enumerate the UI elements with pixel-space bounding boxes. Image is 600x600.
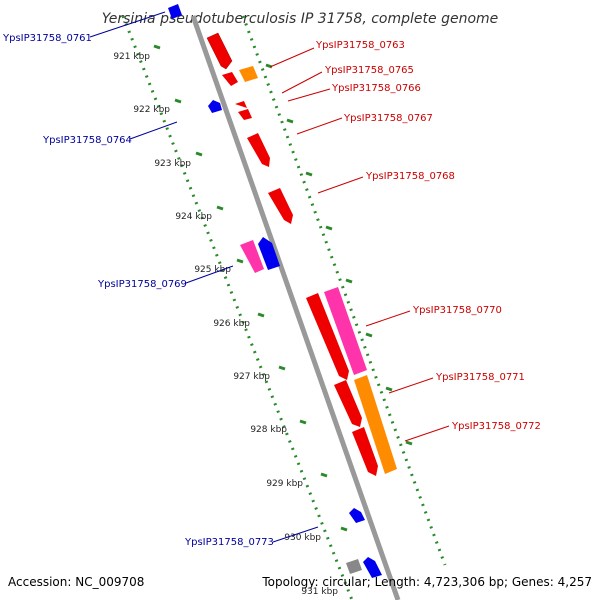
gene-label[interactable]: YpsIP31758_0770 bbox=[412, 305, 502, 316]
label-leader-lines bbox=[89, 11, 450, 543]
reverse-strand-genes bbox=[168, 4, 382, 578]
tick-label: 925 kbp bbox=[194, 265, 231, 275]
tick-mark bbox=[345, 278, 353, 284]
accession-text: Accession: NC_009708 bbox=[8, 575, 144, 589]
gene-arrow[interactable] bbox=[168, 4, 182, 19]
gene-arrow[interactable] bbox=[222, 72, 238, 86]
gene-arrow[interactable] bbox=[306, 293, 349, 380]
tick-mark bbox=[385, 386, 393, 392]
genome-backbone bbox=[190, 15, 401, 600]
tick-mark bbox=[320, 472, 328, 478]
tick-label: 931 kbp bbox=[301, 587, 338, 597]
genome-summary-text: Topology: circular; Length: 4,723,306 bp… bbox=[261, 575, 592, 589]
gene-arrow[interactable] bbox=[349, 508, 365, 523]
gene-label[interactable]: YpsIP31758_0771 bbox=[435, 372, 525, 383]
gene-arrow[interactable] bbox=[235, 101, 247, 108]
gene-label[interactable]: YpsIP31758_0768 bbox=[365, 171, 455, 182]
gene-arrow[interactable] bbox=[206, 32, 233, 70]
tick-label: 928 kbp bbox=[250, 425, 287, 435]
tick-label: 922 kbp bbox=[133, 105, 170, 115]
gene-arrow[interactable] bbox=[258, 237, 280, 270]
gene-label[interactable]: YpsIP31758_0766 bbox=[331, 83, 421, 94]
tick-label: 927 kbp bbox=[233, 372, 270, 382]
tick-mark bbox=[153, 44, 161, 50]
tick-mark bbox=[236, 258, 244, 264]
gene-label[interactable]: YpsIP31758_0763 bbox=[315, 40, 405, 51]
gene-arrow[interactable] bbox=[247, 133, 270, 167]
tick-label: 923 kbp bbox=[154, 159, 191, 169]
gene-arrow[interactable] bbox=[238, 109, 252, 120]
tick-mark bbox=[257, 312, 265, 318]
gene-label[interactable]: YpsIP31758_0764 bbox=[42, 135, 132, 146]
ruler-tick-labels: 921 kbp 922 kbp 923 kbp 924 kbp 925 kbp … bbox=[113, 52, 338, 597]
tick-mark bbox=[305, 171, 313, 177]
gene-arrow[interactable] bbox=[268, 188, 293, 224]
tick-label: 930 kbp bbox=[284, 533, 321, 543]
gene-label[interactable]: YpsIP31758_0772 bbox=[451, 421, 541, 432]
gene-arrow[interactable] bbox=[363, 557, 382, 578]
gene-arrow[interactable] bbox=[240, 240, 264, 273]
tick-label: 929 kbp bbox=[266, 479, 303, 489]
forward-strand-genes bbox=[206, 32, 397, 574]
tick-label: 921 kbp bbox=[113, 52, 150, 62]
map-title: Yersinia pseudotuberculosis IP 31758, co… bbox=[102, 11, 499, 27]
ruler-track-left bbox=[121, 15, 354, 600]
tick-mark bbox=[325, 225, 333, 231]
tick-label: 926 kbp bbox=[213, 319, 250, 329]
gene-label[interactable]: YpsIP31758_0767 bbox=[343, 113, 433, 124]
tick-mark bbox=[340, 526, 348, 532]
gene-arrow[interactable] bbox=[352, 427, 378, 476]
tick-mark bbox=[195, 151, 203, 157]
tick-mark bbox=[405, 440, 413, 446]
tick-label: 924 kbp bbox=[175, 212, 212, 222]
tick-mark bbox=[365, 332, 373, 338]
gene-arrow[interactable] bbox=[324, 287, 367, 375]
tick-mark bbox=[174, 98, 182, 104]
tick-mark bbox=[216, 205, 224, 211]
gene-label[interactable]: YpsIP31758_0761 bbox=[2, 33, 92, 44]
tick-mark bbox=[278, 365, 286, 371]
gene-arrow[interactable] bbox=[334, 380, 362, 427]
gene-arrow[interactable] bbox=[239, 66, 258, 82]
gene-label[interactable]: YpsIP31758_0765 bbox=[324, 65, 414, 76]
tick-mark bbox=[299, 419, 307, 425]
gene-label[interactable]: YpsIP31758_0773 bbox=[184, 537, 274, 548]
gene-labels: YpsIP31758_0761 YpsIP31758_0763 YpsIP317… bbox=[2, 33, 541, 548]
ruler-track-right bbox=[241, 15, 447, 566]
gene-label[interactable]: YpsIP31758_0769 bbox=[97, 279, 187, 290]
gene-arrow[interactable] bbox=[208, 100, 222, 113]
tick-mark bbox=[286, 118, 294, 124]
gene-arrow[interactable] bbox=[354, 375, 397, 474]
gene-arrow[interactable] bbox=[346, 559, 362, 574]
